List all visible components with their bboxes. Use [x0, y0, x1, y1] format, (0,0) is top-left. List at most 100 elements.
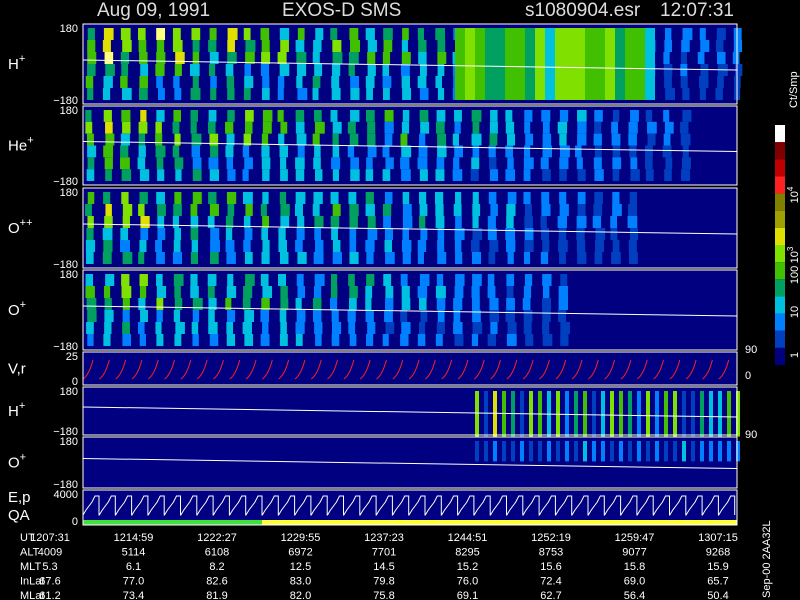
spectrogram-cell: [437, 52, 447, 64]
panel-label: H+: [8, 53, 25, 73]
panel-label: O+: [8, 299, 26, 319]
spectrogram-cell: [454, 121, 461, 134]
spectrogram-cell: [348, 274, 355, 286]
spectrogram-cell: [525, 133, 534, 146]
spectrogram-cell: [655, 391, 659, 437]
spectrogram-cell: [174, 228, 181, 240]
cell: 8753: [539, 547, 563, 559]
spectrogram-cell: [662, 145, 672, 158]
spectrogram-cell: [733, 40, 743, 52]
spectrogram-cell: [382, 204, 392, 216]
spectrogram-cell: [330, 216, 340, 228]
spectrogram-cell: [367, 228, 378, 240]
spectrogram-cell: [435, 28, 445, 40]
spectrogram-cell: [505, 121, 515, 134]
colorbar-cell: [775, 347, 785, 365]
cell: 79.8: [373, 576, 394, 588]
spectrogram-cell: [453, 204, 462, 216]
spectrogram-cell: [207, 286, 215, 298]
spectrogram-cell: [401, 322, 411, 334]
spectrogram-cell: [140, 64, 149, 76]
spectrogram-cell: [472, 121, 480, 134]
spectrogram-cell: [173, 274, 184, 286]
cell: 6108: [205, 547, 229, 559]
spectrogram-cell: [489, 133, 498, 146]
spectrogram-cell: [453, 310, 461, 322]
spectrogram-cell: [490, 322, 498, 334]
spectrogram-cell: [541, 110, 551, 122]
spectrogram-cell: [505, 110, 513, 122]
spectrogram-cell: [420, 228, 428, 240]
cell: 77.0: [123, 576, 144, 588]
spectrogram-cell: [295, 121, 305, 134]
spectrogram-cell: [505, 145, 513, 158]
spectrogram-cell: [592, 441, 596, 462]
spectrogram-cell: [105, 121, 113, 134]
spectrogram-cell: [278, 240, 288, 252]
panel-frame: [82, 351, 738, 386]
spectrogram-cell: [296, 228, 305, 240]
spectrogram-cell: [367, 40, 377, 52]
spectrogram-cell: [313, 286, 322, 298]
cell: 9077: [622, 547, 646, 559]
spectrogram-cell: [295, 298, 302, 310]
spectrogram-cell: [225, 216, 234, 228]
spectrogram-cell: [87, 334, 94, 346]
spectrogram-cell: [102, 252, 112, 264]
spectrogram-cell: [243, 240, 251, 252]
spectrogram-cell: [472, 145, 480, 158]
spectrogram-cell: [157, 88, 165, 100]
spectrogram-cell: [630, 110, 639, 122]
spectrogram-cell: [535, 28, 545, 100]
spectrogram-cell: [245, 52, 255, 64]
spectrogram-cell: [663, 133, 671, 146]
spectrogram-cell: [717, 76, 724, 88]
spectrogram-cell: [102, 40, 111, 52]
spectrogram-cell: [523, 157, 534, 170]
panel-frame: [82, 23, 738, 105]
spectrogram-cell: [314, 216, 324, 228]
spectrogram-cell: [576, 216, 587, 228]
spectrogram-cell: [385, 322, 395, 334]
spectrogram-cell: [209, 133, 219, 146]
spectrogram-cell: [314, 110, 322, 122]
cell: 82.0: [290, 590, 311, 600]
spectrogram-cell: [515, 28, 525, 100]
spectrogram-cell: [647, 121, 657, 134]
spectrogram-cell: [628, 441, 632, 462]
spectrogram-cell: [120, 76, 128, 88]
spectrogram-cell: [542, 121, 550, 134]
spectrogram-cell: [471, 252, 482, 264]
spectrogram-cell: [208, 40, 217, 52]
cell: 9268: [706, 547, 730, 559]
spectrogram-cell: [192, 76, 199, 88]
spectrogram-cell: [280, 121, 288, 134]
cell: 1214:59: [114, 532, 154, 544]
spectrogram-cell: [583, 441, 587, 462]
spectrogram-cell: [601, 391, 605, 437]
spectrogram-cell: [103, 28, 114, 40]
spectrogram-cell: [435, 76, 442, 88]
spectrogram-cell: [540, 216, 547, 228]
spectrogram-cell: [172, 40, 183, 52]
spectrogram-cell: [348, 52, 359, 64]
spectrogram-cell: [437, 145, 447, 158]
spectrogram-cell: [542, 169, 551, 181]
spectrogram-cell: [332, 240, 341, 252]
spectrogram-cell: [122, 252, 133, 264]
spectrogram-cell: [244, 157, 253, 170]
cell: 5114: [122, 547, 146, 559]
spectrogram-cell: [594, 240, 605, 252]
spectrogram-cell: [700, 40, 710, 52]
spectrogram-cell: [314, 64, 323, 76]
spectrogram-cell: [156, 286, 167, 298]
spectrogram-cell: [312, 298, 322, 310]
spectrogram-cell: [208, 64, 216, 76]
spectrogram-cell: [244, 76, 254, 88]
spectrogram-cell: [296, 310, 306, 322]
spectrogram-cell: [190, 110, 198, 122]
spectrogram-cell: [417, 76, 427, 88]
spectrogram-cell: [279, 252, 289, 264]
spectrogram-cell: [402, 252, 411, 264]
